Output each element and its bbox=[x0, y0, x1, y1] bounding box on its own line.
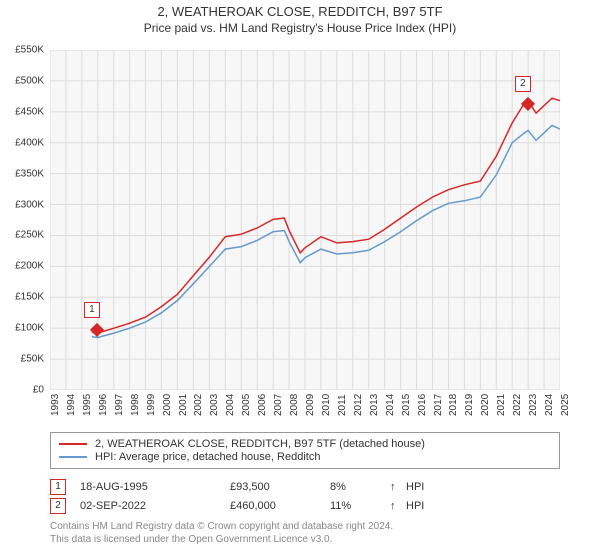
transaction-badge: 1 bbox=[50, 479, 66, 495]
x-tick-label: 2016 bbox=[417, 394, 428, 416]
transaction-date: 02-SEP-2022 bbox=[80, 500, 230, 512]
x-tick-label: 2010 bbox=[321, 394, 332, 416]
transaction-pct: 11% bbox=[330, 500, 390, 512]
x-tick-label: 2004 bbox=[225, 394, 236, 416]
y-tick-label: £550K bbox=[15, 45, 44, 56]
arrow-up-icon: ↑ bbox=[390, 481, 406, 493]
x-tick-label: 2021 bbox=[496, 394, 507, 416]
transaction-marker: 2 bbox=[515, 76, 531, 92]
y-tick-label: £400K bbox=[15, 137, 44, 148]
x-tick-label: 2009 bbox=[305, 394, 316, 416]
legend-item: HPI: Average price, detached house, Redd… bbox=[59, 451, 551, 463]
y-tick-label: £100K bbox=[15, 323, 44, 334]
x-tick-label: 2020 bbox=[480, 394, 491, 416]
x-tick-label: 2017 bbox=[433, 394, 444, 416]
transaction-marker: 1 bbox=[84, 302, 100, 318]
transaction-badge: 2 bbox=[50, 498, 66, 514]
x-axis: 1993 1994 1995 1996 1997 1998 1999 2000 2001 2002… bbox=[50, 392, 560, 432]
footnote-line: This data is licensed under the Open Gov… bbox=[50, 533, 560, 546]
x-tick-label: 2008 bbox=[289, 394, 300, 416]
chart-title: 2, WEATHEROAK CLOSE, REDDITCH, B97 5TF bbox=[0, 4, 600, 19]
x-tick-label: 2014 bbox=[385, 394, 396, 416]
chart-title-block: 2, WEATHEROAK CLOSE, REDDITCH, B97 5TF P… bbox=[0, 0, 600, 35]
y-axis: £0£50K£100K£150K£200K£250K£300K£350K£400… bbox=[0, 50, 48, 390]
x-tick-label: 2019 bbox=[464, 394, 475, 416]
x-tick-label: 1996 bbox=[98, 394, 109, 416]
x-tick-label: 2002 bbox=[193, 394, 204, 416]
transaction-row: 1 18-AUG-1995£93,5008%↑HPI bbox=[50, 479, 560, 495]
transaction-price: £460,000 bbox=[230, 500, 330, 512]
x-tick-label: 2011 bbox=[337, 394, 348, 416]
x-tick-label: 2015 bbox=[401, 394, 412, 416]
x-tick-label: 1993 bbox=[50, 394, 61, 416]
legend-label: HPI: Average price, detached house, Redd… bbox=[95, 451, 320, 463]
chart-subtitle: Price paid vs. HM Land Registry's House … bbox=[0, 21, 600, 35]
x-tick-label: 1997 bbox=[114, 394, 125, 416]
chart-svg bbox=[50, 50, 560, 390]
legend-swatch bbox=[59, 443, 87, 445]
transaction-hpi-label: HPI bbox=[406, 500, 424, 512]
y-tick-label: £0 bbox=[33, 385, 44, 396]
y-tick-label: £200K bbox=[15, 261, 44, 272]
legend-item: 2, WEATHEROAK CLOSE, REDDITCH, B97 5TF (… bbox=[59, 438, 551, 450]
y-tick-label: £300K bbox=[15, 199, 44, 210]
y-tick-label: £450K bbox=[15, 106, 44, 117]
x-tick-label: 2018 bbox=[448, 394, 459, 416]
x-tick-label: 2005 bbox=[241, 394, 252, 416]
transaction-hpi-label: HPI bbox=[406, 481, 424, 493]
footnote: Contains HM Land Registry data © Crown c… bbox=[50, 520, 560, 546]
x-tick-label: 2006 bbox=[257, 394, 268, 416]
arrow-up-icon: ↑ bbox=[390, 500, 406, 512]
x-tick-label: 2007 bbox=[273, 394, 284, 416]
legend-label: 2, WEATHEROAK CLOSE, REDDITCH, B97 5TF (… bbox=[95, 438, 425, 450]
x-tick-label: 2003 bbox=[209, 394, 220, 416]
x-tick-label: 2013 bbox=[369, 394, 380, 416]
x-tick-label: 1995 bbox=[82, 394, 93, 416]
x-tick-label: 2012 bbox=[353, 394, 364, 416]
x-tick-label: 1999 bbox=[146, 394, 157, 416]
y-tick-label: £350K bbox=[15, 168, 44, 179]
y-tick-label: £250K bbox=[15, 230, 44, 241]
x-tick-label: 2000 bbox=[162, 394, 173, 416]
x-tick-label: 2025 bbox=[560, 394, 571, 416]
x-tick-label: 2024 bbox=[544, 394, 555, 416]
x-tick-label: 2022 bbox=[512, 394, 523, 416]
legend: 2, WEATHEROAK CLOSE, REDDITCH, B97 5TF (… bbox=[50, 432, 560, 469]
legend-swatch bbox=[59, 456, 87, 458]
transaction-row: 2 02-SEP-2022£460,00011%↑HPI bbox=[50, 498, 560, 514]
transaction-price: £93,500 bbox=[230, 481, 330, 493]
transaction-date: 18-AUG-1995 bbox=[80, 481, 230, 493]
transaction-pct: 8% bbox=[330, 481, 390, 493]
x-tick-label: 1994 bbox=[66, 394, 77, 416]
x-tick-label: 2023 bbox=[528, 394, 539, 416]
x-tick-label: 2001 bbox=[178, 394, 189, 416]
transactions-table: 1 18-AUG-1995£93,5008%↑HPI 2 02-SEP-2022£46… bbox=[50, 476, 560, 517]
y-tick-label: £50K bbox=[21, 354, 44, 365]
chart-plot-area: 12 bbox=[50, 50, 560, 390]
x-tick-label: 1998 bbox=[130, 394, 141, 416]
y-tick-label: £150K bbox=[15, 292, 44, 303]
y-tick-label: £500K bbox=[15, 75, 44, 86]
footnote-line: Contains HM Land Registry data © Crown c… bbox=[50, 520, 560, 533]
